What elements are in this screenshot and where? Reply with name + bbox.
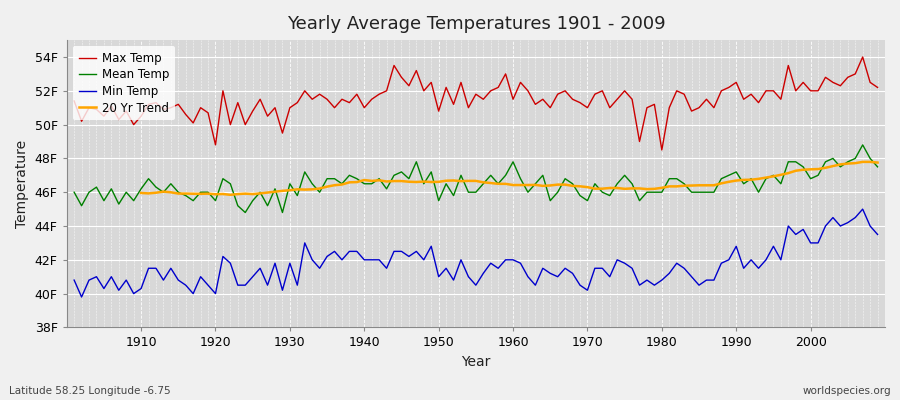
20 Yr Trend — [284, 188, 295, 192]
Mean Temp — [605, 193, 616, 198]
Mean Temp — [129, 198, 140, 203]
Mean Temp — [239, 210, 250, 215]
20 Yr Trend — [842, 161, 853, 166]
Max Temp — [597, 88, 608, 93]
Min Temp — [515, 261, 526, 266]
Title: Yearly Average Temperatures 1901 - 2009: Yearly Average Temperatures 1901 - 2009 — [286, 15, 665, 33]
20 Yr Trend — [582, 185, 593, 190]
Mean Temp — [872, 164, 883, 169]
20 Yr Trend — [872, 160, 883, 165]
Text: worldspecies.org: worldspecies.org — [803, 386, 891, 396]
Y-axis label: Temperature: Temperature — [15, 140, 29, 228]
Min Temp — [76, 294, 87, 299]
Max Temp — [500, 72, 511, 76]
Min Temp — [858, 207, 868, 212]
20 Yr Trend — [820, 165, 831, 170]
Line: Max Temp: Max Temp — [74, 57, 878, 150]
Max Temp — [872, 85, 883, 90]
Mean Temp — [515, 176, 526, 181]
Min Temp — [872, 232, 883, 237]
Min Temp — [300, 240, 310, 245]
Mean Temp — [508, 159, 518, 164]
Max Temp — [858, 55, 868, 60]
Line: Min Temp: Min Temp — [74, 209, 878, 297]
20 Yr Trend — [523, 183, 534, 188]
Line: 20 Yr Trend: 20 Yr Trend — [141, 162, 878, 195]
20 Yr Trend — [314, 186, 325, 191]
X-axis label: Year: Year — [461, 355, 491, 369]
20 Yr Trend — [136, 190, 147, 195]
Max Temp — [508, 97, 518, 102]
Mean Temp — [300, 170, 310, 174]
Max Temp — [68, 98, 79, 103]
Mean Temp — [858, 142, 868, 147]
Min Temp — [605, 274, 616, 279]
Text: Latitude 58.25 Longitude -6.75: Latitude 58.25 Longitude -6.75 — [9, 386, 171, 396]
Min Temp — [68, 278, 79, 282]
Mean Temp — [344, 173, 355, 178]
Max Temp — [656, 148, 667, 152]
Max Temp — [292, 100, 302, 105]
Mean Temp — [68, 190, 79, 195]
Legend: Max Temp, Mean Temp, Min Temp, 20 Yr Trend: Max Temp, Mean Temp, Min Temp, 20 Yr Tre… — [73, 46, 176, 120]
20 Yr Trend — [225, 192, 236, 197]
Min Temp — [136, 286, 147, 291]
Min Temp — [344, 249, 355, 254]
Max Temp — [337, 97, 347, 102]
Line: Mean Temp: Mean Temp — [74, 145, 878, 212]
Min Temp — [508, 258, 518, 262]
Max Temp — [129, 122, 140, 127]
20 Yr Trend — [858, 160, 868, 164]
